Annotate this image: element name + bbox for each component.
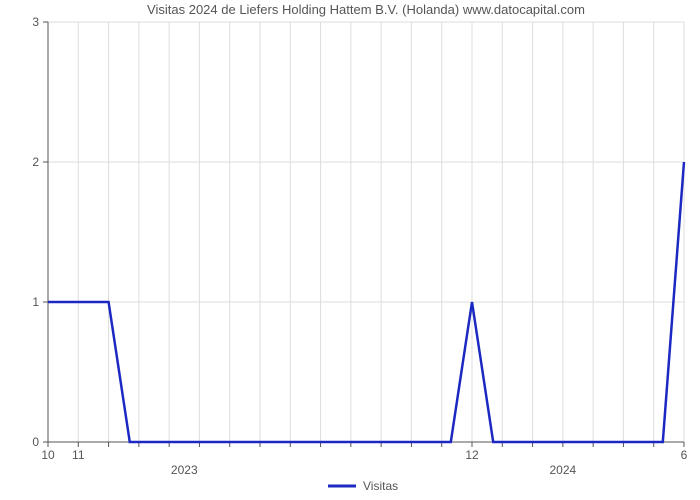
- y-tick-label: 0: [32, 435, 39, 449]
- visits-line-chart: Visitas 2024 de Liefers Holding Hattem B…: [0, 0, 700, 500]
- chart-title: Visitas 2024 de Liefers Holding Hattem B…: [147, 2, 585, 17]
- x-year-label: 2024: [550, 463, 577, 477]
- y-tick-label: 2: [32, 155, 39, 169]
- legend-label: Visitas: [363, 479, 398, 493]
- x-tick-label: 11: [72, 448, 85, 462]
- y-tick-label: 3: [32, 15, 39, 29]
- x-tick-label: 6: [681, 448, 688, 462]
- x-year-label: 2023: [171, 463, 198, 477]
- x-tick-label: 10: [41, 448, 55, 462]
- y-tick-label: 1: [32, 295, 39, 309]
- x-tick-label: 12: [465, 448, 479, 462]
